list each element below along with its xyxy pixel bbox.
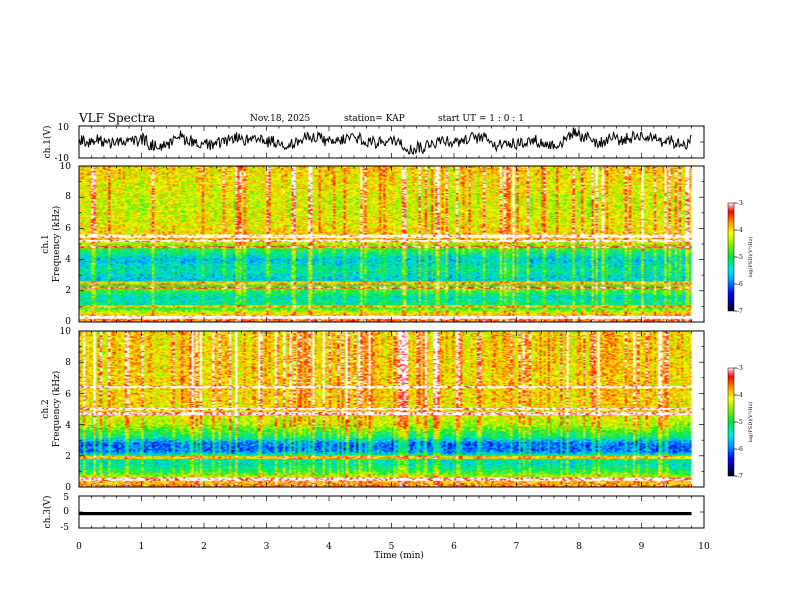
ch1-spectrogram-image xyxy=(79,166,704,322)
s1-ytick-8: 8 xyxy=(65,192,71,202)
s2-ylabel-frequency: Frequency (kHz) xyxy=(51,371,62,448)
ch2-spectrogram-image xyxy=(79,331,704,487)
axis-tick-marks xyxy=(78,125,737,529)
s1-ytick-10: 10 xyxy=(60,162,72,172)
cb2-label: log(PSD)(V²/Hz) xyxy=(747,402,754,443)
ch1-waveform-panel: 10 -10 ch.1(V) xyxy=(42,123,705,164)
s2-ytick-2: 2 xyxy=(65,452,71,462)
s2-ytick-4: 4 xyxy=(65,421,71,431)
cb1-tick-m6: -6 xyxy=(737,281,743,288)
s1-ylabel-channel: ch.1 xyxy=(41,234,51,253)
ch1-ylabel: ch.1(V) xyxy=(42,126,53,159)
ch3-ytick-mid: 0 xyxy=(63,507,69,517)
xtick-9: 9 xyxy=(639,542,645,552)
ch1-colorbar: -3 -4 -5 -6 -7 log(PSD)(V²/Hz) xyxy=(727,200,754,315)
s2-ytick-0: 0 xyxy=(65,483,71,493)
xtick-5: 5 xyxy=(389,542,395,552)
ch1-ytick-top: 10 xyxy=(58,123,70,133)
xtick-6: 6 xyxy=(451,542,457,552)
ch2-colorbar-bar xyxy=(727,367,735,477)
s1-ylabel-frequency: Frequency (kHz) xyxy=(51,206,62,283)
ch2-spectrogram-panel: 0 2 4 6 8 10 ch.2 Frequency (kHz) xyxy=(41,327,705,493)
xtick-1: 1 xyxy=(139,542,145,552)
ch1-ytick-bottom: -10 xyxy=(55,154,70,164)
ch3-trace-band xyxy=(79,512,692,516)
xtick-2: 2 xyxy=(201,542,207,552)
xtick-8: 8 xyxy=(576,542,582,552)
x-axis-label: Time (min) xyxy=(374,550,424,561)
time-axis: 0 1 2 3 4 5 6 7 8 9 10 Time (min) xyxy=(76,542,710,561)
cb2-tick-m7: -7 xyxy=(737,473,743,480)
xtick-10: 10 xyxy=(698,542,710,552)
xtick-7: 7 xyxy=(514,542,520,552)
s1-ytick-4: 4 xyxy=(65,255,71,265)
s2-ylabel-channel: ch.2 xyxy=(41,399,51,418)
s1-ytick-6: 6 xyxy=(65,224,71,234)
date-label: Nov.18, 2025 xyxy=(250,114,311,124)
cb2-tick-m6: -6 xyxy=(737,446,743,453)
cb1-tick-m4: -4 xyxy=(737,227,743,234)
cb1-tick-m3: -3 xyxy=(737,200,743,207)
ch1-spectrogram-panel: 0 2 4 6 8 10 ch.1 Frequency (kHz) xyxy=(41,162,705,327)
ch2-colorbar: -3 -4 -5 -6 -7 log(PSD)(V²/Hz) xyxy=(727,365,754,480)
s2-ytick-8: 8 xyxy=(65,358,71,368)
station-label: station= KAP xyxy=(344,114,405,124)
ch3-ylabel: ch.3(V) xyxy=(42,496,53,529)
chart-title: VLF Spectra xyxy=(79,111,156,125)
s2-ytick-10: 10 xyxy=(60,327,72,337)
cb2-tick-m5: -5 xyxy=(737,419,743,426)
start-ut-label: start UT = 1 : 0 : 1 xyxy=(438,114,524,124)
cb1-label: log(PSD)(V²/Hz) xyxy=(747,237,754,278)
cb2-tick-m3: -3 xyxy=(737,365,743,372)
ch3-waveform-panel: 5 -5 0 ch.3(V) xyxy=(42,493,705,533)
s1-ytick-2: 2 xyxy=(65,286,71,296)
ch3-ytick-top: 5 xyxy=(63,493,69,503)
ch1-colorbar-bar xyxy=(727,202,735,312)
xtick-4: 4 xyxy=(326,542,332,552)
ch3-ytick-bottom: -5 xyxy=(60,523,69,533)
s2-ytick-6: 6 xyxy=(65,390,71,400)
ch1-trace xyxy=(78,127,692,155)
xtick-0: 0 xyxy=(76,542,82,552)
cb1-tick-m7: -7 xyxy=(737,308,743,315)
cb1-tick-m5: -5 xyxy=(737,254,743,261)
cb2-tick-m4: -4 xyxy=(737,392,743,399)
xtick-3: 3 xyxy=(264,542,270,552)
s1-ytick-0: 0 xyxy=(65,317,71,327)
